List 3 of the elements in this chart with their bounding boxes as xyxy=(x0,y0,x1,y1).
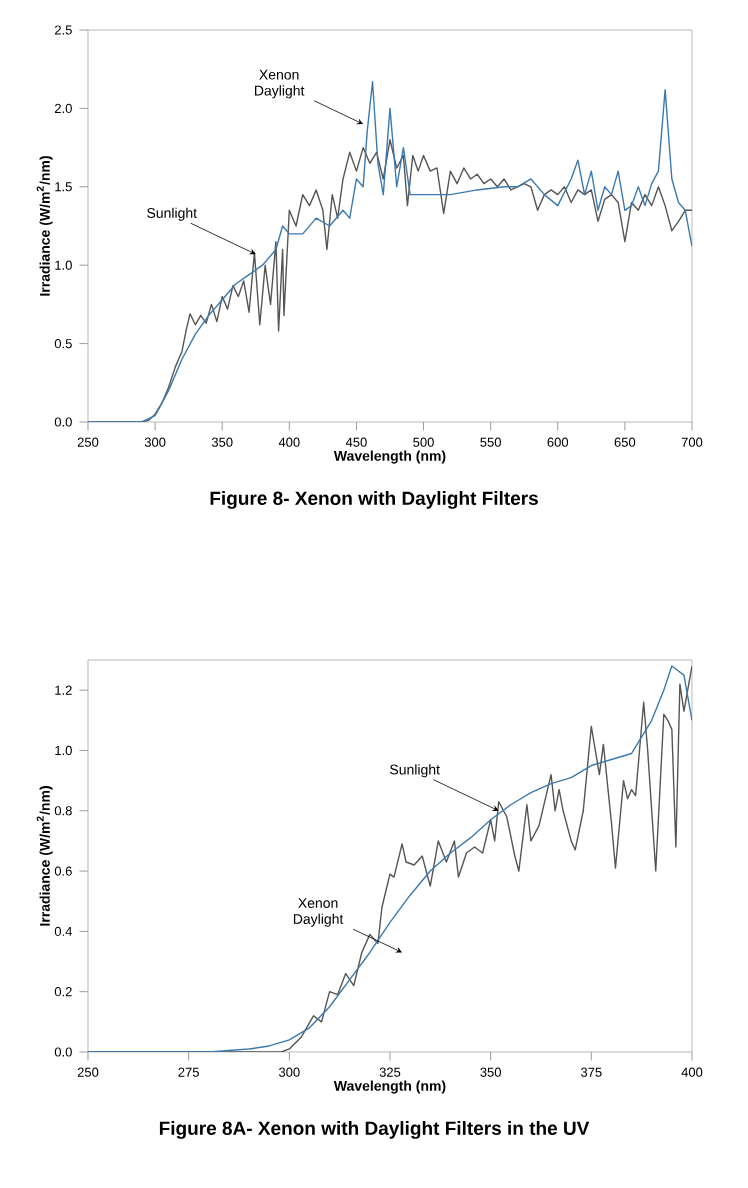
text: Figure 8A- Xenon with Daylight Filters in the UV xyxy=(159,1121,590,1139)
text: Figure 8- Xenon with Daylight Filters xyxy=(210,491,538,509)
line-series xyxy=(88,665,692,1052)
